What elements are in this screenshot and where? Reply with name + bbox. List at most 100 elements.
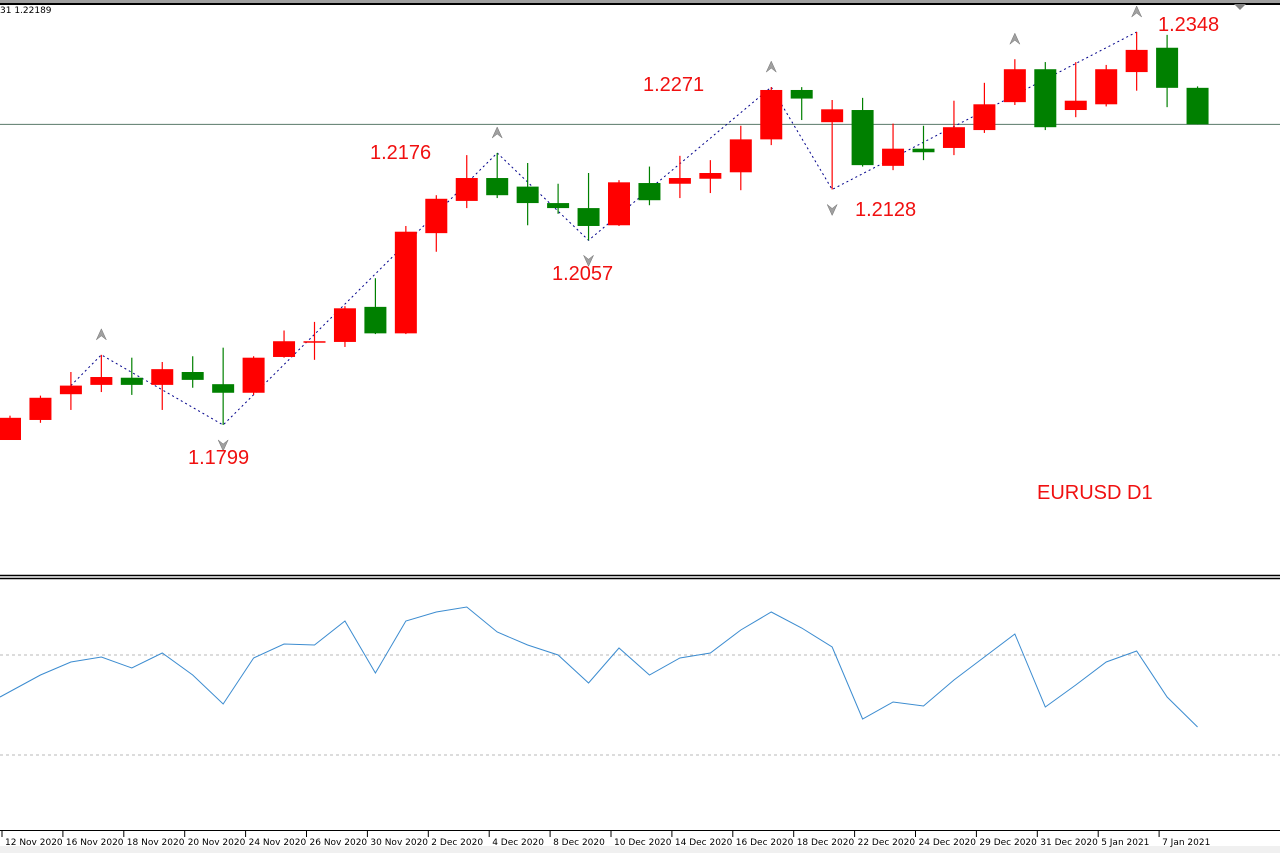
time-axis-label: 26 Nov 2020: [310, 838, 368, 848]
candle-body-bear: [547, 203, 570, 209]
candle-body-bull: [242, 357, 265, 393]
time-axis-label: 20 Nov 2020: [188, 838, 246, 848]
annotation-high-2: 1.2271: [643, 74, 705, 96]
time-axis-label: 24 Nov 2020: [249, 838, 307, 848]
candle-body-bull: [394, 231, 417, 334]
time-axis-label: 31 Dec 2020: [1040, 838, 1098, 848]
candle-body-bear: [120, 377, 143, 385]
candle: [394, 225, 417, 335]
candle-body-bull: [699, 173, 722, 179]
candle-body-bull: [29, 397, 52, 420]
candle: [851, 97, 874, 167]
candle: [1156, 34, 1179, 108]
candle: [942, 100, 965, 156]
candle: [364, 278, 387, 335]
time-axis-label: 29 Dec 2020: [979, 838, 1037, 848]
indicator-line: [0, 606, 1198, 728]
candle-body-bear: [516, 186, 539, 204]
candle: [668, 155, 691, 199]
chart-symbol-label: EURUSD D1: [1037, 482, 1153, 504]
candle-body-bull: [668, 178, 691, 184]
candle: [882, 123, 905, 171]
fractal-up-arrow-icon: [1009, 32, 1021, 45]
time-axis-label: 16 Nov 2020: [66, 838, 124, 848]
bottom-frame: [0, 846, 1280, 853]
candle: [486, 152, 509, 199]
candle-body-bull: [90, 377, 113, 385]
candle-body-bull: [303, 341, 326, 343]
candle-body-bull: [729, 139, 752, 173]
fractal-down-arrow-icon: [583, 255, 594, 267]
candle-body-bull: [1064, 100, 1087, 111]
candle: [760, 87, 783, 146]
candle-body-bull: [333, 308, 356, 342]
candle: [273, 330, 296, 358]
candle: [608, 180, 630, 226]
time-axis: 12 Nov 2020 16 Nov 2020 18 Nov 2020 20 Nov …: [1, 831, 1210, 848]
candle: [455, 155, 478, 209]
chart-shift-marker-icon[interactable]: [1234, 4, 1246, 10]
candle-body-bull: [942, 127, 965, 148]
time-axis-label: 2 Dec 2020: [431, 838, 483, 848]
candle-body-bull: [1095, 69, 1118, 105]
candle: [1003, 59, 1026, 106]
candle-body-bear: [181, 372, 204, 380]
candle: [699, 160, 722, 194]
fractal-down-arrow-icon: [217, 439, 229, 452]
candle: [547, 183, 570, 214]
price-pane: [0, 5, 1280, 452]
candle: [729, 125, 752, 191]
candle: [516, 162, 539, 226]
candle: [212, 347, 235, 425]
candle-body-bear: [638, 183, 661, 201]
time-axis-label: 14 Dec 2020: [675, 838, 733, 848]
candle-body-bear: [851, 110, 874, 166]
candle-body-bull: [882, 148, 905, 166]
ohlc-readout: 31 1.22189: [0, 6, 52, 16]
fractal-down-arrow-icon: [826, 204, 838, 217]
candle-body-bear: [577, 208, 600, 226]
candle-body-bear: [486, 178, 509, 196]
candle: [821, 100, 844, 190]
candle-body-bull: [1003, 69, 1026, 103]
candle-body-bull: [273, 341, 296, 357]
time-axis-label: 22 Dec 2020: [858, 838, 916, 848]
candle: [29, 395, 52, 423]
fractal-up-arrow-icon: [1131, 5, 1142, 18]
candle-body-bear: [1034, 69, 1057, 128]
candle-body-bear: [912, 148, 935, 153]
fractal-up-arrow-icon: [96, 328, 107, 341]
candle-body-bull: [59, 385, 82, 395]
candle: [242, 356, 265, 395]
candle: [303, 321, 326, 360]
candle: [59, 372, 82, 410]
time-axis-label: 18 Nov 2020: [127, 838, 185, 848]
time-axis-label: 30 Nov 2020: [370, 838, 428, 848]
candle-body-bear: [1156, 47, 1179, 88]
annotation-high-1: 1.2176: [370, 142, 432, 164]
annotation-low-2: 1.2057: [552, 263, 614, 285]
top-frame: [0, 0, 1280, 3]
fractal-up-arrow-icon: [766, 60, 777, 73]
annotation-high-3: 1.2348: [1158, 14, 1220, 36]
time-axis-label: 16 Dec 2020: [736, 838, 794, 848]
candle-body-bull: [1125, 49, 1148, 73]
candle-body-bull: [608, 182, 630, 226]
candle-body-bull: [0, 417, 21, 441]
candle-body-bull: [455, 178, 478, 201]
candle: [973, 82, 996, 133]
time-axis-label: 24 Dec 2020: [919, 838, 977, 848]
time-axis-label: 12 Nov 2020: [5, 838, 63, 848]
candle: [1095, 64, 1118, 107]
candle-body-bear: [1186, 87, 1209, 125]
candle-body-bull: [973, 104, 996, 131]
candle: [151, 361, 174, 410]
candle: [425, 195, 448, 252]
time-axis-label: 4 Dec 2020: [492, 838, 544, 848]
time-axis-label: 18 Dec 2020: [797, 838, 855, 848]
candle-body-bear: [364, 306, 387, 334]
candle: [577, 173, 600, 241]
time-axis-label: 7 Jan 2021: [1162, 838, 1210, 848]
time-axis-label: 5 Jan 2021: [1101, 838, 1149, 848]
